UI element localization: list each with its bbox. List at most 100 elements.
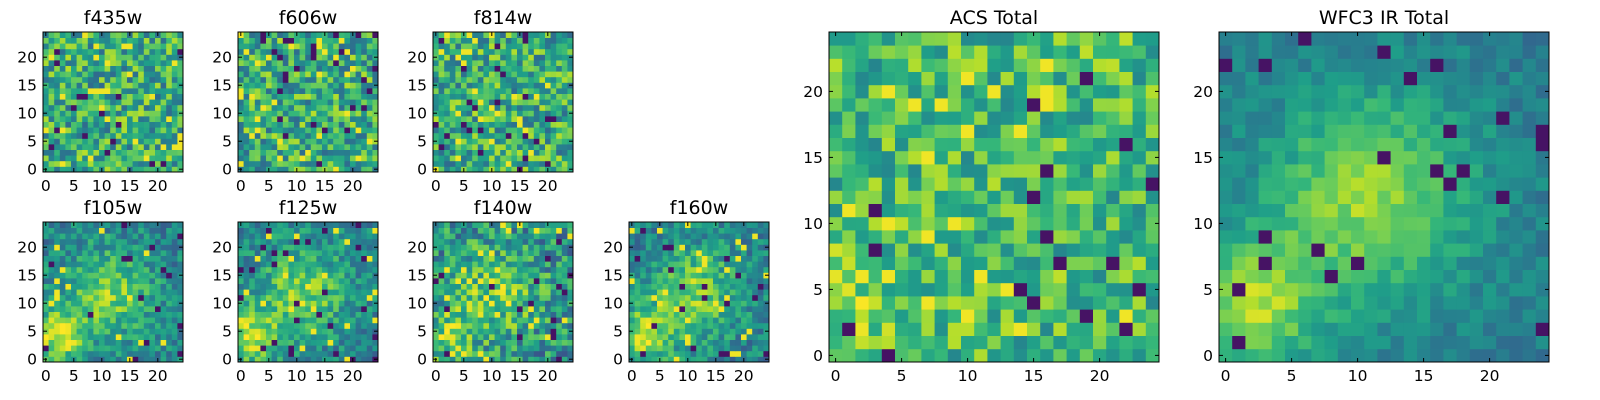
heatmap-cell bbox=[1079, 348, 1094, 363]
heatmap-cell bbox=[82, 54, 89, 61]
heatmap-cell bbox=[455, 82, 462, 89]
heatmap-cell bbox=[327, 233, 334, 240]
heatmap-cell bbox=[322, 104, 328, 111]
heatmap-cell bbox=[155, 127, 161, 134]
heatmap-cell bbox=[483, 244, 490, 251]
heatmap-cell bbox=[166, 48, 173, 55]
heatmap-cell bbox=[366, 345, 373, 352]
heatmap-cell bbox=[143, 294, 150, 301]
heatmap-cell bbox=[138, 60, 145, 66]
heatmap-cell bbox=[333, 82, 340, 89]
heatmap-cell bbox=[305, 278, 312, 284]
heatmap-cell bbox=[517, 317, 523, 324]
heatmap-cell bbox=[177, 144, 184, 150]
heatmap-cell bbox=[449, 300, 456, 307]
heatmap-cell bbox=[556, 110, 563, 117]
heatmap-cell bbox=[294, 272, 300, 279]
heatmap-cell bbox=[718, 317, 725, 324]
heatmap-cell bbox=[545, 116, 551, 122]
heatmap-cell bbox=[59, 272, 66, 279]
heatmap-cell bbox=[76, 71, 83, 78]
heatmap-cell bbox=[477, 334, 484, 340]
heatmap-cell bbox=[93, 261, 100, 268]
heatmap-cell bbox=[550, 300, 557, 307]
heatmap-cell bbox=[48, 339, 55, 346]
heatmap-cell bbox=[59, 99, 66, 106]
heatmap-cell bbox=[735, 356, 742, 363]
x-tick-label: 15 bbox=[315, 177, 335, 195]
heatmap-cell bbox=[254, 32, 261, 38]
heatmap-cell bbox=[533, 238, 540, 245]
heatmap-cell bbox=[171, 48, 178, 55]
heatmap-cell bbox=[316, 272, 323, 279]
heatmap-cell bbox=[483, 65, 490, 72]
heatmap-cell bbox=[511, 121, 518, 128]
heatmap-cell bbox=[288, 99, 295, 106]
heatmap-cell bbox=[921, 203, 935, 218]
heatmap-cell bbox=[444, 334, 451, 340]
heatmap-cell bbox=[322, 272, 328, 279]
heatmap-cell bbox=[438, 317, 445, 324]
heatmap-cell bbox=[895, 335, 909, 350]
x-tick-label: 5 bbox=[264, 177, 274, 195]
heatmap-cell bbox=[455, 76, 462, 83]
heatmap-cell bbox=[455, 261, 462, 268]
heatmap-cell bbox=[54, 155, 61, 162]
heatmap-cell bbox=[461, 76, 467, 83]
heatmap-cell bbox=[310, 82, 317, 89]
heatmap-cell bbox=[690, 328, 697, 335]
heatmap-cell bbox=[545, 121, 551, 128]
heatmap-cell bbox=[461, 48, 467, 55]
heatmap-cell bbox=[155, 116, 161, 122]
heatmap-cell bbox=[338, 76, 345, 83]
heatmap-cell bbox=[110, 289, 117, 296]
heatmap-cell bbox=[305, 322, 312, 329]
heatmap-cell bbox=[366, 356, 373, 363]
heatmap-cell bbox=[1013, 243, 1028, 257]
heatmap-cell bbox=[763, 311, 770, 318]
heatmap-cell bbox=[438, 345, 445, 352]
heatmap-cell bbox=[500, 60, 507, 66]
heatmap-cell bbox=[724, 350, 731, 357]
heatmap-cell bbox=[533, 99, 540, 106]
heatmap-cell bbox=[243, 127, 250, 134]
heatmap-cell bbox=[344, 311, 351, 318]
heatmap-cell bbox=[310, 261, 317, 268]
heatmap-cell bbox=[528, 160, 535, 167]
heatmap-cell bbox=[489, 88, 495, 94]
heatmap-cell bbox=[1093, 269, 1107, 284]
heatmap-cell bbox=[500, 149, 507, 156]
heatmap-cell bbox=[500, 311, 507, 318]
heatmap-cell bbox=[895, 203, 909, 218]
heatmap-cell bbox=[115, 149, 122, 156]
heatmap-cell bbox=[500, 300, 507, 307]
heatmap-cell bbox=[294, 116, 300, 122]
heatmap-cell bbox=[438, 300, 445, 307]
heatmap-cell bbox=[43, 71, 49, 78]
heatmap-cell bbox=[372, 149, 379, 156]
heatmap-cell bbox=[93, 60, 100, 66]
heatmap-cell bbox=[1000, 164, 1015, 178]
heatmap-cell bbox=[333, 233, 340, 240]
heatmap-cell bbox=[327, 138, 334, 145]
heatmap-cell bbox=[466, 32, 473, 38]
heatmap-cell bbox=[477, 132, 484, 139]
heatmap-cell bbox=[829, 256, 843, 270]
heatmap-cell bbox=[327, 272, 334, 279]
heatmap-cell bbox=[729, 261, 736, 268]
heatmap-cell bbox=[338, 289, 345, 296]
heatmap-cell bbox=[115, 278, 122, 284]
heatmap-cell bbox=[338, 149, 345, 156]
heatmap-cell bbox=[322, 60, 328, 66]
heatmap-cell bbox=[271, 227, 278, 234]
heatmap-cell bbox=[500, 65, 507, 72]
heatmap-cell bbox=[556, 350, 563, 357]
heatmap-cell bbox=[238, 160, 244, 167]
heatmap-cell bbox=[545, 144, 551, 150]
heatmap-cell bbox=[746, 261, 753, 268]
heatmap-cell bbox=[327, 149, 334, 156]
heatmap-cell bbox=[444, 283, 451, 290]
heatmap-cell bbox=[921, 348, 935, 363]
heatmap-cell bbox=[282, 356, 289, 363]
heatmap-cell bbox=[310, 238, 317, 245]
